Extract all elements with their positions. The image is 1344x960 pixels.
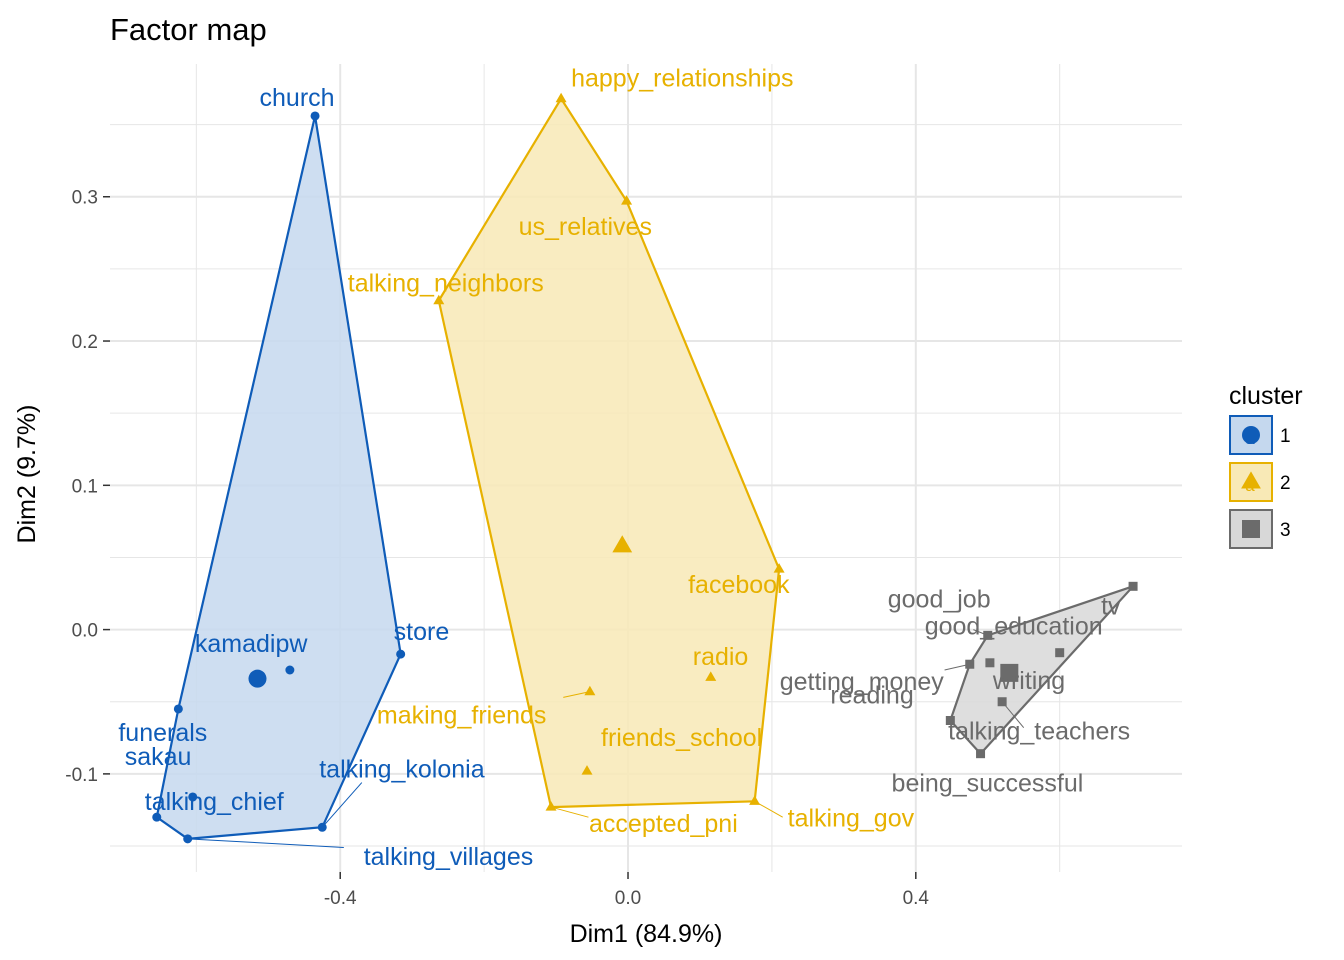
cluster-2-point: [581, 765, 593, 775]
point-label: church: [260, 84, 335, 112]
data-points: [152, 92, 1138, 844]
cluster-1-point: [317, 822, 327, 832]
chart-title: Factor map: [110, 12, 267, 47]
cluster-1-point: [285, 665, 295, 675]
cluster-3-point: [983, 630, 993, 640]
cluster-3-point: [976, 749, 986, 759]
y-tick-label: 0.1: [72, 476, 98, 497]
cluster-3-point: [997, 697, 1007, 707]
cluster-2-point: [705, 671, 717, 681]
cluster-3-point: [945, 716, 955, 725]
point-label: talking_kolonia: [319, 755, 484, 783]
point-label: store: [394, 618, 450, 646]
legend-symbol-circle: [1242, 426, 1260, 444]
y-tick-label: 0.3: [72, 188, 98, 209]
y-tick-label: -0.1: [65, 765, 98, 786]
point-label: sakau: [125, 743, 192, 771]
cluster-1-center-point: [248, 669, 267, 688]
point-label: good_education: [925, 613, 1103, 641]
x-tick-label: -0.4: [324, 888, 357, 909]
point-label: talking_neighbors: [348, 270, 544, 298]
point-label: reading: [830, 682, 913, 710]
cluster-1-point: [183, 834, 193, 844]
point-label: being_successful: [892, 770, 1084, 798]
cluster-2-point: [545, 801, 557, 811]
cluster-2-point: [555, 92, 567, 103]
point-label: talking_villages: [364, 843, 534, 871]
cluster-3-center-point: [1000, 663, 1019, 682]
point-label: accepted_pni: [589, 810, 738, 838]
cluster-3-point: [985, 658, 995, 668]
point-label: kamadipw: [195, 630, 308, 658]
point-label: talking_chief: [145, 788, 284, 816]
y-axis-title: Dim2 (9.7%): [13, 405, 41, 544]
cluster-1-point: [152, 812, 162, 822]
legend-label: 2: [1280, 473, 1291, 494]
point-label: funerals: [118, 719, 207, 747]
cluster-2-center-point: [612, 535, 633, 553]
x-tick-label: 0.4: [903, 888, 930, 909]
point-label: good_job: [888, 585, 991, 613]
cluster-3-hull: [949, 583, 1137, 756]
cluster-hulls: [155, 96, 1137, 840]
cluster-3-point: [1128, 581, 1138, 591]
legend-symbol-triangle: [1241, 471, 1261, 489]
cluster-2-point: [584, 685, 596, 696]
legend-label: 3: [1280, 520, 1291, 541]
point-label: friends_school: [601, 724, 762, 752]
cluster-2-point: [773, 563, 785, 573]
leader-line: [550, 806, 589, 818]
y-tick-label: 0.0: [72, 621, 98, 642]
leader-line: [187, 838, 344, 848]
point-label: making_friends: [377, 702, 547, 730]
axes: -0.4 0.0 0.4 -0.1 0.0 0.1 0.2 0.3: [65, 188, 929, 909]
point-label: talking_gov: [788, 804, 915, 832]
cluster-2-point: [621, 195, 633, 205]
y-tick-label: 0.2: [72, 332, 98, 353]
point-label: getting_money: [780, 668, 945, 696]
x-axis-title: Dim1 (84.9%): [570, 920, 723, 948]
legend: cluster a1a2a3: [1229, 382, 1303, 549]
cluster-3-point: [1055, 648, 1065, 658]
legend-symbol-square: [1242, 520, 1260, 538]
point-label: talking_teachers: [948, 718, 1130, 746]
point-label: radio: [693, 643, 749, 671]
cluster-2-point: [433, 294, 445, 305]
point-label: tv: [1101, 592, 1121, 620]
point-label: happy_relationships: [571, 65, 793, 93]
point-label: us_relatives: [519, 213, 652, 241]
leader-line: [321, 782, 363, 828]
leader-line: [563, 691, 590, 698]
point-label: facebook: [688, 571, 790, 599]
legend-title: cluster: [1229, 382, 1303, 410]
point-label: writing: [992, 667, 1065, 695]
cluster-3-point: [965, 659, 975, 669]
cluster-1-point: [310, 111, 320, 121]
cluster-1-point: [188, 792, 198, 802]
legend-label: 1: [1280, 426, 1291, 447]
cluster-1-point: [396, 649, 406, 659]
x-tick-label: 0.0: [615, 888, 641, 909]
cluster-2-point: [749, 795, 761, 805]
cluster-1-point: [173, 704, 183, 714]
